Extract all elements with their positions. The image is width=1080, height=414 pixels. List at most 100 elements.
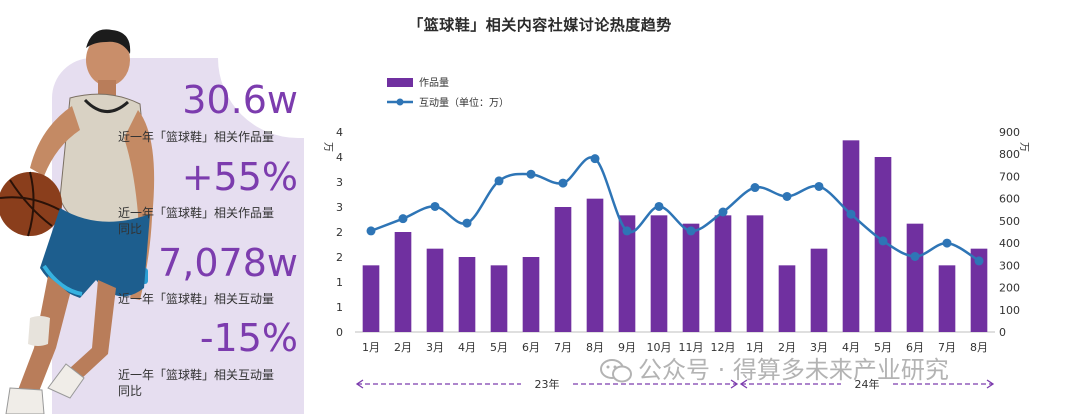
line-point: [974, 256, 984, 266]
line-point: [782, 191, 792, 201]
y-right-tick-label: 300: [999, 259, 1020, 272]
x-tick-label: 8月: [586, 341, 604, 354]
x-tick-label: 4月: [458, 341, 476, 354]
bar: [586, 198, 604, 332]
combo-chart: 作品量互动量（单位：万）011223344万010020030040050060…: [322, 77, 1029, 391]
basketball-player-image: [0, 29, 155, 414]
watermark: 公众号 · 得算多未来产业研究: [600, 350, 949, 385]
y-left-tick-label: 2: [336, 226, 343, 239]
y-left-unit: 万: [322, 142, 333, 152]
line-point: [814, 181, 824, 191]
line-point: [494, 176, 504, 186]
line-point: [622, 226, 632, 236]
year-bracket-arrow: [730, 379, 739, 389]
line-point: [462, 218, 472, 228]
x-tick-label: 6月: [906, 341, 924, 354]
y-left-tick-label: 3: [336, 176, 343, 189]
y-right-tick-label: 0: [999, 326, 1006, 339]
year-bracket-arrow: [355, 379, 364, 389]
x-tick-label: 10月: [647, 341, 672, 354]
y-left-tick-label: 0: [336, 326, 343, 339]
year-label: 23年: [535, 377, 560, 391]
line-point: [558, 178, 568, 188]
line-point: [910, 251, 920, 261]
bar: [362, 265, 380, 332]
x-tick-label: 3月: [426, 341, 444, 354]
bar: [650, 215, 668, 332]
line-point: [846, 209, 856, 219]
bar: [426, 248, 444, 332]
watermark-text: 公众号 · 得算多未来产业研究: [638, 356, 949, 384]
legend-line-label: 互动量（单位：万）: [419, 96, 509, 109]
bar: [778, 265, 796, 332]
x-tick-label: 5月: [490, 341, 508, 354]
x-tick-label: 7月: [938, 341, 956, 354]
y-left-tick-label: 1: [336, 301, 343, 314]
line-point: [942, 238, 952, 248]
stat-interaction-yoy-label: 近一年「篮球鞋」相关互动量 同比: [118, 368, 275, 398]
y-right-tick-label: 500: [999, 215, 1020, 228]
line-point: [590, 154, 600, 164]
x-tick-label: 1月: [746, 341, 764, 354]
line-point: [686, 226, 696, 236]
wechat-icon: [600, 359, 632, 383]
line-point: [430, 201, 440, 211]
stat-interaction-yoy-value: -15%: [199, 316, 298, 360]
legend-line-marker: [396, 98, 404, 106]
x-tick-label: 12月: [711, 341, 736, 354]
y-left-tick-label: 2: [336, 251, 343, 264]
bar: [906, 223, 924, 332]
year-label: 24年: [855, 377, 880, 391]
stat-works-value: 30.6w: [182, 78, 298, 122]
y-left-tick-label: 4: [336, 126, 343, 139]
bar: [938, 265, 956, 332]
y-right-tick-label: 800: [999, 148, 1020, 161]
year-bracket-arrow: [739, 379, 748, 389]
y-right-tick-label: 200: [999, 282, 1020, 295]
stat-works-yoy-value: +55%: [181, 155, 298, 199]
x-tick-label: 5月: [874, 341, 892, 354]
bar: [970, 248, 988, 332]
bar: [490, 265, 508, 332]
y-right-tick-label: 400: [999, 237, 1020, 250]
bar: [746, 215, 764, 332]
stat-interaction-label: 近一年「篮球鞋」相关互动量: [118, 292, 275, 306]
y-left-tick-label: 4: [336, 151, 343, 164]
y-left-tick-label: 3: [336, 201, 343, 214]
stat-works-yoy-label: 近一年「篮球鞋」相关作品量 同比: [118, 206, 275, 236]
line-point: [366, 226, 376, 236]
legend-bar-label: 作品量: [419, 77, 449, 89]
bar: [458, 257, 476, 332]
legend-bar-swatch: [387, 78, 413, 87]
x-tick-label: 1月: [362, 341, 380, 354]
x-tick-label: 11月: [679, 341, 704, 354]
year-bracket-arrow: [986, 379, 995, 389]
bar: [810, 248, 828, 332]
bar: [394, 232, 412, 332]
line-point: [750, 183, 760, 193]
bar: [522, 257, 540, 332]
y-right-tick-label: 700: [999, 170, 1020, 183]
y-right-tick-label: 900: [999, 126, 1020, 139]
x-tick-label: 7月: [554, 341, 572, 354]
line-point: [878, 236, 888, 246]
x-tick-label: 3月: [810, 341, 828, 354]
x-tick-label: 8月: [970, 341, 988, 354]
x-tick-label: 9月: [618, 341, 636, 354]
y-right-unit: 万: [1018, 142, 1029, 152]
x-tick-label: 6月: [522, 341, 540, 354]
bar: [682, 223, 700, 332]
interaction-line: [370, 156, 980, 262]
line-point: [718, 207, 728, 217]
bar: [714, 215, 732, 332]
x-tick-label: 4月: [842, 341, 860, 354]
x-tick-label: 2月: [778, 341, 796, 354]
line-point: [398, 214, 408, 224]
y-right-tick-label: 100: [999, 304, 1020, 317]
chart-title: 「篮球鞋」相关内容社媒讨论热度趋势: [408, 16, 672, 34]
bar: [842, 140, 860, 332]
line-point: [526, 169, 536, 179]
y-right-tick-label: 600: [999, 193, 1020, 206]
stat-interaction-value: 7,078w: [158, 241, 298, 285]
bar: [554, 207, 572, 332]
